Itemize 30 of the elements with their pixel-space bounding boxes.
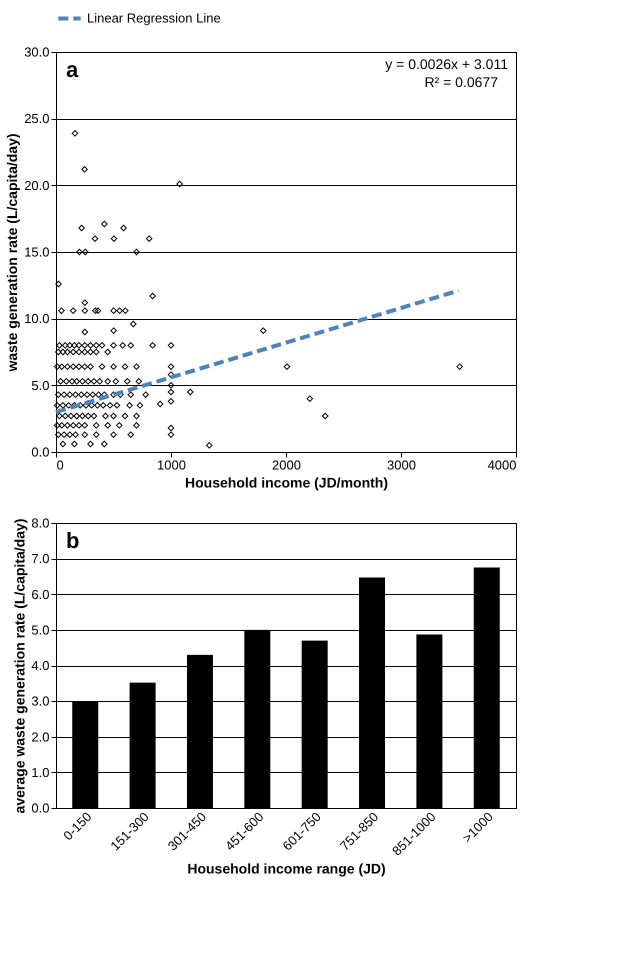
y-tick-label: 8.0 [31,516,50,530]
chart-title: a [66,57,79,82]
y-tick-label: 20.0 [24,178,50,193]
y-tick-label: 6.0 [31,586,50,602]
y-tick-label: 25.0 [24,111,50,126]
x-axis-title: Household income (JD/month) [185,474,388,490]
y-tick-label: 3.0 [31,694,50,709]
legend-label: Linear Regression Line [87,10,221,26]
y-tick-label: 4.0 [31,658,50,673]
y-tick-label: 5.0 [31,378,50,393]
y-tick-label: 15.0 [24,244,50,260]
x-tick-label: 3000 [387,458,416,472]
x-tick-label: 2000 [272,458,301,472]
y-tick-label: 0.0 [31,444,50,460]
x-tick-label: 0 [56,458,64,472]
chart-title: b [66,528,80,553]
y-tick-label: 5.0 [31,622,50,638]
y-tick-label: 30.0 [24,44,50,60]
y-tick-label: 10.0 [24,311,50,326]
y-tick-label: 7.0 [31,551,50,566]
x-tick-label: 1000 [157,458,186,472]
x-axis-title: Household income range (JD) [187,860,386,877]
annotation: R² = 0.0677 [424,74,498,90]
x-tick-label: 4000 [488,458,516,472]
annotation: y = 0.0026x + 3.011 [385,56,508,72]
y-tick-label: 2.0 [31,729,50,744]
y-tick-label: 0.0 [31,800,50,816]
y-axis-title: waste generation rate (L/capita/day) [4,133,20,373]
y-axis-title: average waste generation rate (L/capita/day) [11,518,28,814]
y-tick-label: 1.0 [31,764,50,780]
